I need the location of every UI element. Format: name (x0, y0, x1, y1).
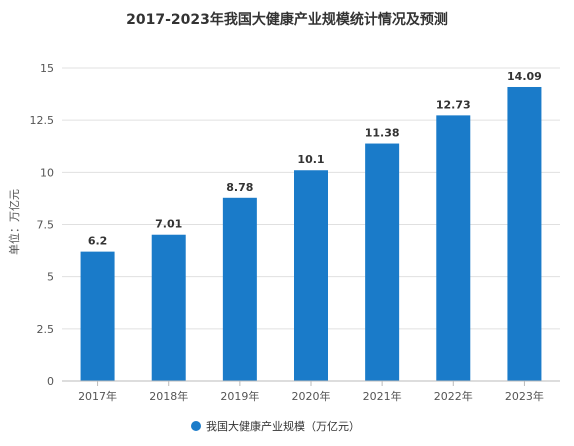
y-axis-label: 单位：万亿元 (7, 189, 21, 255)
y-tick-label: 2.5 (37, 323, 55, 336)
data-label: 12.73 (436, 98, 471, 111)
y-tick-label: 12.5 (30, 114, 55, 127)
y-tick-label: 5 (47, 271, 54, 284)
x-tick-label: 2018年 (149, 389, 188, 403)
bar (80, 251, 115, 381)
x-tick-label: 2021年 (363, 389, 402, 403)
legend: 我国大健康产业规模（万亿元） (191, 419, 360, 433)
y-tick-label: 0 (47, 375, 54, 388)
data-label: 11.38 (365, 127, 400, 140)
x-tick-label: 2019年 (220, 389, 259, 403)
bar (365, 143, 400, 381)
x-tick-label: 2023年 (505, 389, 544, 403)
bar (507, 86, 542, 381)
data-labels: 6.2 7.01 8.78 10.1 11.38 12.73 14.09 (88, 70, 542, 248)
bar (222, 197, 257, 381)
bar (294, 170, 328, 381)
y-tick-label: 15 (40, 62, 54, 75)
data-label: 7.01 (155, 218, 182, 231)
legend-marker (191, 421, 201, 431)
x-tick-label: 2022年 (434, 389, 473, 403)
y-tick-label: 10 (40, 166, 54, 179)
chart-title: 2017-2023年我国大健康产业规模统计情况及预测 (126, 11, 448, 28)
bar (151, 234, 186, 381)
data-label: 14.09 (507, 70, 542, 83)
data-label: 8.78 (226, 181, 253, 194)
bar (436, 115, 471, 381)
x-tick-label: 2020年 (292, 389, 331, 403)
y-axis-ticks: 0 2.5 5 7.5 10 12.5 15 (30, 62, 55, 388)
y-tick-label: 7.5 (37, 219, 55, 232)
data-label: 6.2 (88, 235, 108, 248)
x-axis-ticks: 2017年 2018年 2019年 2020年 2021年 2022年 2023年 (78, 381, 544, 403)
legend-label: 我国大健康产业规模（万亿元） (206, 419, 360, 433)
data-label: 10.1 (297, 153, 324, 166)
bars (80, 86, 542, 381)
x-tick-label: 2017年 (78, 389, 117, 403)
